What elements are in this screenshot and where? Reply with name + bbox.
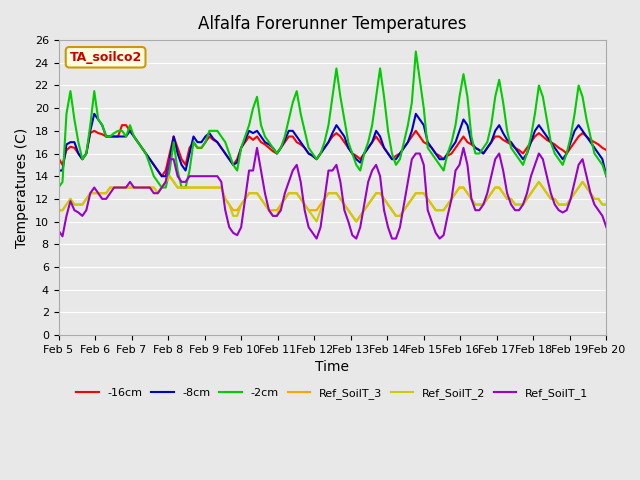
Ref_SoilT_2: [313, 219, 321, 225]
Legend: -16cm, -8cm, -2cm, Ref_SoilT_3, Ref_SoilT_2, Ref_SoilT_1: -16cm, -8cm, -2cm, Ref_SoilT_3, Ref_Soil…: [72, 384, 593, 403]
-8cm: [90, 111, 98, 117]
Ref_SoilT_1: [313, 236, 321, 241]
-2cm: [340, 117, 348, 122]
Line: Ref_SoilT_3: Ref_SoilT_3: [58, 176, 606, 222]
-2cm: [59, 179, 67, 185]
Title: Alfalfa Forerunner Temperatures: Alfalfa Forerunner Temperatures: [198, 15, 467, 33]
-2cm: [54, 185, 62, 191]
Ref_SoilT_3: [412, 191, 420, 196]
Line: Ref_SoilT_2: Ref_SoilT_2: [58, 176, 606, 222]
Text: TA_soilco2: TA_soilco2: [70, 51, 141, 64]
Line: -2cm: -2cm: [58, 51, 606, 188]
Ref_SoilT_1: [63, 213, 70, 219]
X-axis label: Time: Time: [316, 360, 349, 374]
Ref_SoilT_1: [59, 233, 67, 239]
Line: Ref_SoilT_1: Ref_SoilT_1: [58, 148, 606, 239]
Ref_SoilT_1: [348, 232, 356, 238]
-16cm: [158, 173, 166, 179]
Ref_SoilT_2: [166, 173, 173, 179]
Ref_SoilT_2: [63, 202, 70, 207]
-16cm: [54, 155, 62, 161]
-16cm: [348, 151, 356, 156]
-16cm: [602, 147, 610, 153]
Ref_SoilT_3: [63, 202, 70, 207]
-16cm: [372, 133, 380, 139]
Ref_SoilT_2: [54, 207, 62, 213]
-16cm: [598, 145, 606, 151]
Ref_SoilT_3: [59, 207, 67, 213]
Ref_SoilT_3: [54, 207, 62, 213]
-8cm: [598, 156, 606, 162]
-8cm: [412, 111, 420, 117]
Ref_SoilT_2: [598, 202, 606, 207]
Ref_SoilT_1: [602, 224, 610, 230]
Y-axis label: Temperatures (C): Temperatures (C): [15, 127, 29, 248]
Ref_SoilT_1: [54, 228, 62, 233]
Ref_SoilT_2: [602, 202, 610, 207]
Line: -8cm: -8cm: [58, 114, 606, 176]
Ref_SoilT_1: [598, 213, 606, 219]
-2cm: [602, 173, 610, 179]
-16cm: [63, 147, 70, 153]
Ref_SoilT_2: [59, 207, 67, 213]
Ref_SoilT_2: [348, 213, 356, 219]
Line: -16cm: -16cm: [58, 125, 606, 176]
-8cm: [348, 151, 356, 156]
Ref_SoilT_3: [166, 173, 173, 179]
Ref_SoilT_1: [412, 151, 420, 156]
-16cm: [118, 122, 126, 128]
-8cm: [158, 173, 166, 179]
-16cm: [412, 128, 420, 134]
Ref_SoilT_3: [353, 219, 360, 225]
-16cm: [59, 162, 67, 168]
-8cm: [59, 168, 67, 173]
-8cm: [63, 142, 70, 147]
Ref_SoilT_3: [344, 207, 352, 213]
-8cm: [602, 173, 610, 179]
Ref_SoilT_3: [602, 202, 610, 207]
-8cm: [372, 128, 380, 134]
Ref_SoilT_1: [372, 162, 380, 168]
-2cm: [364, 139, 372, 145]
-8cm: [54, 168, 62, 173]
Ref_SoilT_2: [412, 191, 420, 196]
Ref_SoilT_2: [372, 191, 380, 196]
Ref_SoilT_3: [372, 191, 380, 196]
-2cm: [63, 111, 70, 117]
-2cm: [595, 156, 602, 162]
-2cm: [412, 48, 420, 54]
-2cm: [404, 122, 412, 128]
Ref_SoilT_1: [253, 145, 261, 151]
Ref_SoilT_3: [598, 202, 606, 207]
